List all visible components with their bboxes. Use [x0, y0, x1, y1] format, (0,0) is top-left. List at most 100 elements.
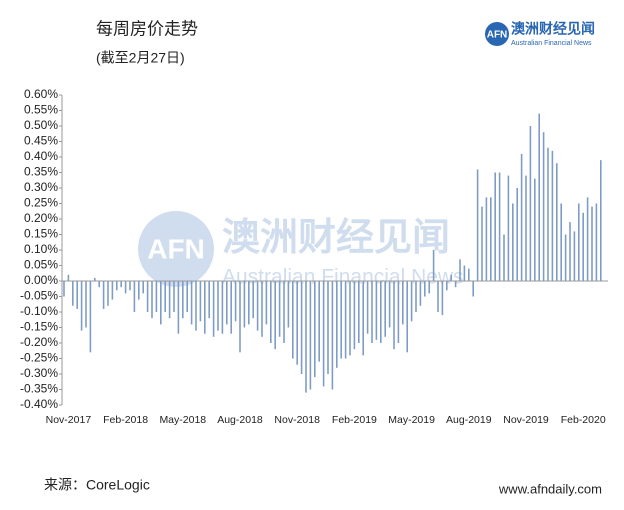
bar [63, 281, 65, 297]
bar [525, 175, 527, 281]
y-tick-label: 0.10% [24, 242, 58, 256]
x-tick-label: Feb-2018 [103, 414, 148, 426]
bar [292, 281, 294, 359]
bar [89, 281, 92, 353]
bar [173, 281, 175, 312]
bar [76, 281, 78, 309]
bar [432, 250, 435, 281]
y-tick-label: 0.15% [24, 227, 58, 241]
bar [98, 281, 100, 288]
bar [551, 150, 554, 281]
bar [212, 281, 215, 337]
bar [261, 281, 263, 337]
bar [397, 281, 400, 343]
x-tick-label: Aug-2018 [217, 414, 263, 426]
watermark-circle [138, 211, 214, 287]
bar [388, 281, 391, 328]
bar [344, 281, 347, 359]
bar [331, 281, 334, 390]
y-tick-label: 0.60% [24, 87, 58, 101]
bar [274, 281, 276, 350]
bar [366, 281, 369, 334]
bar [270, 281, 272, 343]
chart-subtitle: (截至2月27日) [96, 50, 185, 66]
bar [507, 175, 510, 281]
bar [358, 281, 360, 343]
bar [182, 281, 184, 319]
bar [468, 268, 470, 281]
bar [542, 132, 545, 281]
y-tick-label: 0.55% [24, 103, 58, 117]
x-tick-label: Feb-2019 [332, 414, 377, 426]
bar [485, 197, 488, 281]
bar [265, 281, 268, 325]
bar [393, 281, 395, 350]
bar [239, 281, 241, 353]
y-tick-label: -0.40% [20, 397, 58, 411]
x-tick-label: May-2019 [388, 414, 435, 426]
bar [67, 274, 70, 281]
y-tick-label: 0.20% [24, 211, 58, 225]
bar [424, 281, 426, 297]
bar [556, 163, 558, 281]
bar [595, 203, 598, 281]
bar [322, 281, 325, 387]
y-tick-label: -0.10% [20, 304, 58, 318]
bar [547, 147, 549, 281]
x-tick-label: Aug-2019 [446, 414, 492, 426]
bar [419, 281, 422, 306]
bar [186, 281, 188, 312]
bar [199, 281, 202, 322]
bar [160, 281, 162, 325]
y-tick-label: -0.15% [20, 320, 58, 334]
y-tick-label: 0.30% [24, 180, 58, 194]
bar [80, 281, 83, 331]
logo-circle [485, 22, 509, 46]
bar [94, 277, 96, 281]
y-tick-label: -0.35% [20, 382, 58, 396]
bar [380, 281, 382, 343]
source: 来源：CoreLogic [44, 477, 150, 493]
bar [296, 281, 298, 365]
bar [586, 197, 589, 281]
bar [410, 281, 413, 322]
bar [441, 281, 444, 316]
bar [243, 281, 246, 328]
bar [168, 281, 171, 319]
bar [287, 281, 290, 328]
bar [538, 113, 540, 281]
logo-english: Australian Financial News [511, 40, 592, 47]
y-tick-label: 0.50% [24, 118, 58, 132]
y-tick-label: 0.05% [24, 258, 58, 272]
bar [124, 281, 127, 294]
bar [190, 281, 193, 325]
bar [336, 281, 338, 368]
x-tick-label: Feb-2020 [561, 414, 606, 426]
bar [72, 281, 74, 306]
bar [283, 281, 285, 343]
bar [102, 281, 105, 309]
bar [362, 281, 364, 356]
bar [142, 281, 144, 294]
bar [384, 281, 386, 337]
bar [138, 281, 140, 300]
bar [437, 281, 439, 312]
y-tick-label: 0.45% [24, 134, 58, 148]
chart-title: 每周房价走势 [96, 19, 198, 38]
watermark: AFN 澳洲财经见闻 Australian Financial News [138, 211, 464, 289]
bar [415, 281, 417, 312]
bar [560, 203, 562, 281]
logo-name: 澳洲财经见闻 [511, 21, 595, 37]
bar [300, 281, 303, 374]
bar [459, 259, 461, 281]
bar [85, 281, 87, 328]
y-tick-label: -0.20% [20, 335, 58, 349]
logo: AFN 澳洲财经见闻 Australian Financial News [485, 21, 595, 47]
bar [340, 281, 342, 359]
bar [353, 281, 356, 350]
bar [349, 281, 351, 356]
bar [600, 160, 602, 281]
bar [327, 281, 329, 374]
